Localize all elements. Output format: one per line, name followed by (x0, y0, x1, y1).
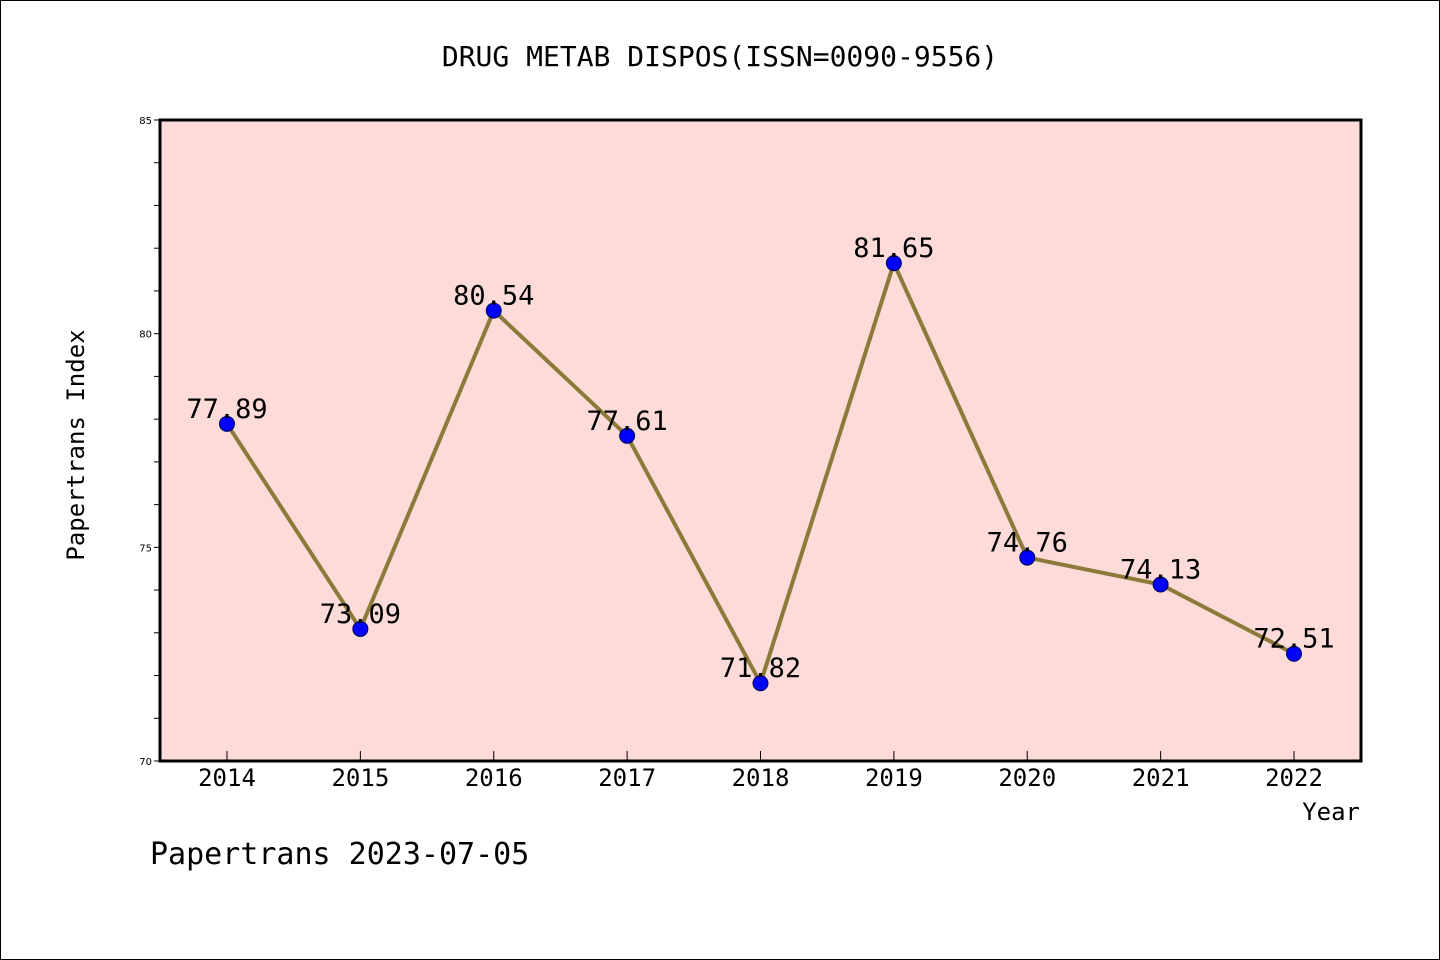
data-point-marker (352, 620, 369, 637)
series-line-group: 77.89 73.09 80.54 77.61 71.82 81.65 74.76 74.13… (186, 233, 1335, 692)
data-point-marker (619, 427, 636, 444)
y-tick-label: 75 (139, 543, 152, 554)
data-point-marker (885, 255, 902, 272)
x-axis-ticks: 2014 2015 2016 2017 2018 2019 2020 2021 2022 (198, 751, 1323, 792)
data-label: 71.82 (720, 653, 801, 684)
x-axis-label: Year (1302, 798, 1360, 826)
data-label: 77.61 (586, 406, 667, 437)
data-point-marker (485, 302, 502, 319)
data-point-marker (219, 415, 235, 432)
y-axis-ticks: 70 75 80 85 (139, 116, 160, 768)
data-label: 72.51 (1253, 624, 1334, 655)
plot-area (158, 118, 1363, 763)
x-tick-label: 2020 (998, 764, 1056, 792)
data-point-marker (752, 675, 769, 692)
data-point-marker (1152, 576, 1169, 593)
x-tick-label: 2019 (865, 764, 923, 792)
data-label: 74.76 (987, 528, 1068, 559)
x-tick-label: 2022 (1265, 764, 1323, 792)
data-label: 81.65 (853, 233, 934, 264)
footer-watermark-text: Papertrans 2023-07-05 (150, 837, 529, 872)
data-label: 77.89 (186, 394, 267, 425)
x-tick-label: 2014 (198, 764, 256, 792)
chart-title: DRUG METAB DISPOS(ISSN=0090-9556) (442, 40, 998, 73)
data-label: 80.54 (453, 281, 534, 312)
x-tick-label: 2016 (465, 764, 523, 792)
x-tick-label: 2021 (1132, 764, 1190, 792)
y-tick-label: 70 (139, 757, 152, 768)
x-tick-label: 2018 (732, 764, 790, 792)
x-tick-label: 2015 (331, 764, 389, 792)
y-axis-label: Papertrans Index (62, 329, 90, 560)
data-label: 74.13 (1120, 555, 1201, 586)
x-tick-label: 2017 (598, 764, 656, 792)
y-tick-label: 80 (139, 330, 152, 341)
data-point-marker (1019, 549, 1036, 566)
data-point-marker (1286, 645, 1302, 662)
y-tick-label: 85 (139, 116, 152, 127)
data-label: 73.09 (320, 599, 401, 630)
